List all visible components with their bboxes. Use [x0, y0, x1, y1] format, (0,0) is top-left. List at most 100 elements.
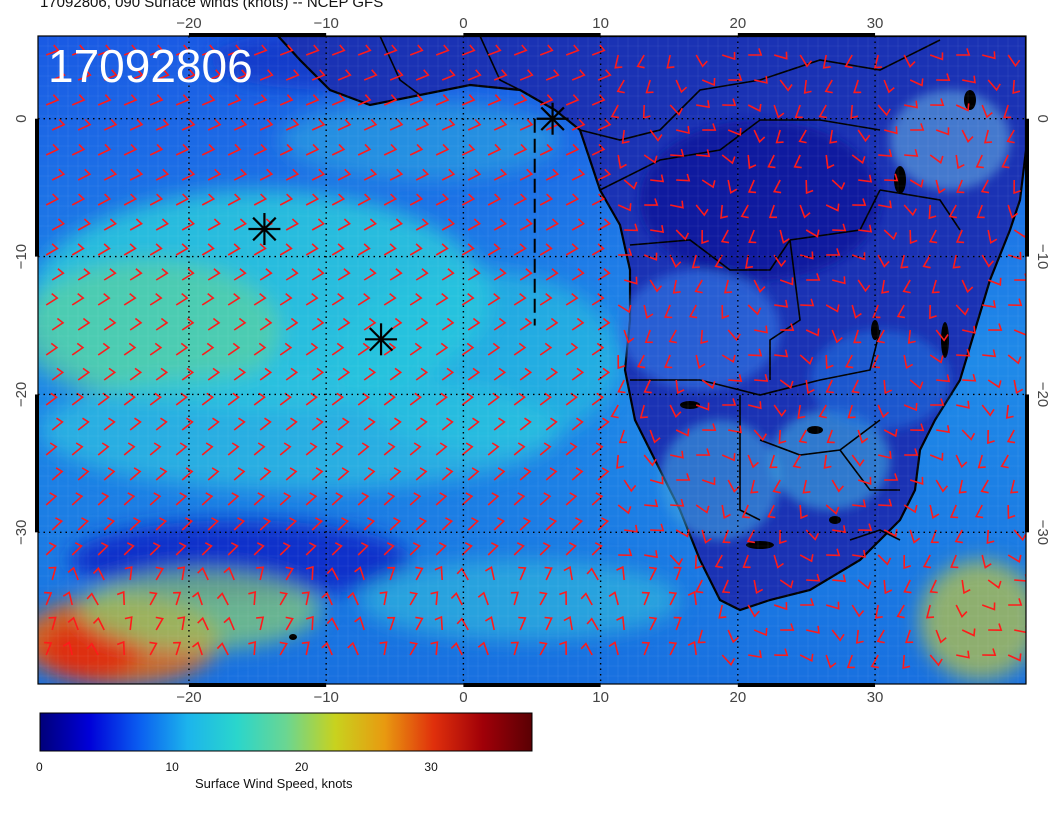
- wind-barb: [331, 193, 346, 206]
- wind-barb: [123, 492, 136, 506]
- wind-barb: [149, 392, 162, 406]
- wind-barb: [930, 529, 939, 544]
- wind-barb: [253, 143, 268, 156]
- wind-barb: [949, 504, 959, 519]
- wind-barb: [871, 354, 881, 369]
- frame-bar: [188, 33, 327, 37]
- wind-barb: [649, 429, 661, 444]
- wind-barb: [279, 492, 292, 506]
- wind-barb: [1012, 79, 1021, 95]
- wind-barb: [928, 204, 937, 220]
- wind-barb: [936, 73, 951, 82]
- wind-barb: [728, 425, 742, 434]
- wind-barb: [857, 129, 871, 143]
- wind-barb: [331, 292, 345, 306]
- wind-barb: [721, 579, 731, 594]
- wind-barb: [773, 602, 788, 611]
- wind-barb: [97, 94, 112, 106]
- wind-barb: [884, 473, 899, 481]
- wind-barb: [86, 642, 99, 656]
- wind-barb: [818, 104, 827, 119]
- wind-barb: [331, 243, 345, 256]
- wind-barb: [852, 198, 867, 207]
- wind-barb: [513, 542, 525, 556]
- wind-barb: [728, 73, 743, 81]
- wind-barb: [539, 292, 553, 306]
- wind-barb: [714, 554, 724, 569]
- lon-tick-label: −10: [313, 15, 338, 32]
- wind-barb: [357, 94, 372, 106]
- wind-barb: [493, 517, 506, 531]
- wind-barb: [718, 604, 727, 619]
- wind-barb: [77, 69, 92, 81]
- lon-tick-label: 10: [592, 15, 609, 32]
- wind-barb: [77, 417, 90, 431]
- wind-barb: [477, 641, 489, 656]
- wind-barb: [493, 467, 506, 481]
- wind-barb: [896, 304, 906, 319]
- wind-barb: [922, 254, 931, 269]
- wind-barb: [383, 94, 398, 106]
- wind-barb: [181, 517, 194, 531]
- wind-barb: [929, 452, 944, 461]
- wind-barb: [129, 317, 143, 331]
- wind-barb: [149, 442, 162, 456]
- wind-barb: [847, 404, 856, 419]
- wind-barb: [513, 392, 526, 406]
- wind-barb: [779, 529, 787, 545]
- wind-barb: [415, 218, 429, 231]
- wind-barb: [687, 640, 697, 656]
- wind-barb: [701, 529, 712, 544]
- wind-barb: [227, 342, 241, 356]
- wind-barb: [227, 143, 242, 156]
- wind-barb: [331, 143, 346, 156]
- wind-barb: [721, 354, 736, 364]
- wind-barb: [409, 342, 423, 356]
- wind-barb: [129, 467, 142, 481]
- wind-barb: [435, 292, 449, 306]
- wind-barb: [955, 454, 968, 469]
- wind-barb: [363, 118, 378, 131]
- wind-barb: [467, 218, 481, 231]
- wind-barb: [337, 69, 352, 81]
- wind-barb: [513, 143, 528, 156]
- wind-barb: [644, 499, 659, 508]
- wind-barb: [904, 100, 918, 109]
- wind-barb: [666, 54, 675, 69]
- wind-barb: [618, 429, 627, 444]
- wind-barb: [929, 354, 944, 364]
- wind-barb: [77, 517, 90, 531]
- wind-barb: [415, 367, 429, 381]
- colorbar-tick-label: 20: [294, 760, 309, 774]
- wind-barb: [435, 542, 447, 556]
- wind-barb: [311, 367, 325, 381]
- wind-barb: [197, 566, 209, 581]
- wind-barb: [643, 304, 654, 319]
- wind-barb: [51, 218, 65, 231]
- wind-barb: [519, 317, 533, 331]
- wind-barb: [669, 554, 684, 566]
- wind-barb: [641, 641, 651, 656]
- wind-barb: [461, 292, 475, 306]
- wind-barb: [909, 179, 924, 188]
- wind-barb: [904, 148, 919, 157]
- lat-tick-label: −30: [13, 520, 30, 545]
- wind-barb: [545, 317, 559, 331]
- wind-barb: [664, 304, 673, 319]
- wind-barb: [545, 218, 559, 231]
- wind-barb: [571, 417, 584, 431]
- wind-barb: [493, 317, 507, 331]
- wind-barb: [149, 143, 164, 156]
- wind-barb: [311, 467, 324, 481]
- wind-barb: [903, 504, 918, 514]
- wind-barb: [774, 349, 789, 358]
- lon-tick-label: 20: [729, 689, 746, 706]
- wind-barb: [435, 342, 449, 356]
- wind-barb: [750, 479, 759, 494]
- wind-barb: [487, 44, 502, 56]
- wind-barb: [192, 641, 203, 656]
- wind-barb: [305, 44, 320, 56]
- wind-barb: [123, 94, 138, 106]
- wind-barb: [301, 641, 310, 656]
- wind-barb: [618, 548, 633, 557]
